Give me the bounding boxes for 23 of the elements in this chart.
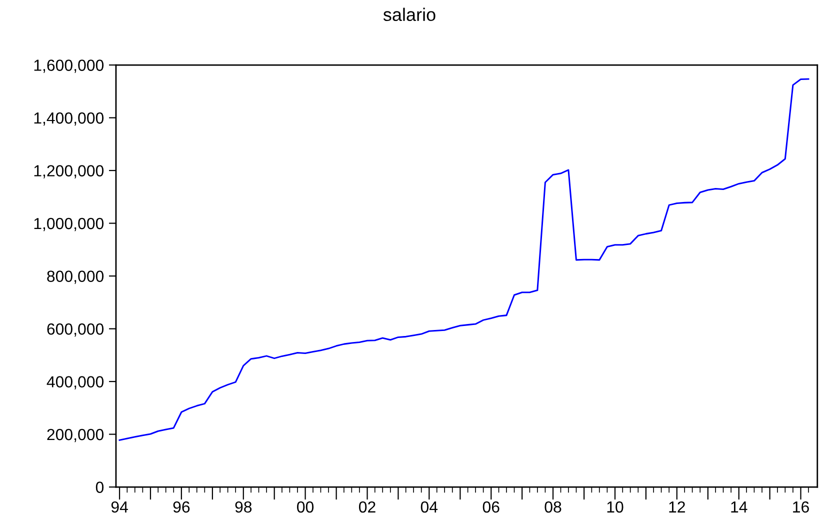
y-tick-label: 0 bbox=[96, 482, 104, 493]
y-tick-label: 400,000 bbox=[46, 376, 104, 390]
line-series bbox=[118, 78, 810, 441]
x-tick-label: 14 bbox=[731, 502, 748, 512]
x-tick-label: 00 bbox=[297, 501, 314, 513]
x-tick-label: 02 bbox=[359, 501, 376, 513]
x-tick-label: 12 bbox=[669, 501, 685, 512]
x-tick-label: 94 bbox=[111, 501, 128, 513]
x-tick-label: 04 bbox=[420, 501, 438, 513]
x-tick-label: 08 bbox=[544, 501, 562, 513]
x-tick-label: 16 bbox=[793, 501, 809, 513]
x-tick-label: 06 bbox=[482, 501, 500, 513]
y-tick-label: 1,600,000 bbox=[34, 60, 104, 73]
y-tick-label: 200,000 bbox=[47, 428, 104, 442]
y-tick-label: 1,200,000 bbox=[34, 165, 104, 178]
x-tick-label: 96 bbox=[173, 501, 190, 513]
y-tick-label: 600,000 bbox=[47, 323, 104, 337]
chart-title: salario bbox=[383, 8, 436, 22]
x-tick-label: 10 bbox=[607, 501, 624, 513]
y-tick-label: 800,000 bbox=[47, 270, 104, 284]
y-tick-label: 1,400,000 bbox=[34, 112, 104, 126]
y-tick-label: 1,000,000 bbox=[34, 218, 104, 232]
x-tick-label: 98 bbox=[235, 501, 252, 513]
